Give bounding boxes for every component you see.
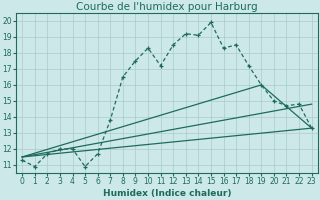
Title: Courbe de l'humidex pour Harburg: Courbe de l'humidex pour Harburg (76, 2, 258, 12)
X-axis label: Humidex (Indice chaleur): Humidex (Indice chaleur) (103, 189, 231, 198)
